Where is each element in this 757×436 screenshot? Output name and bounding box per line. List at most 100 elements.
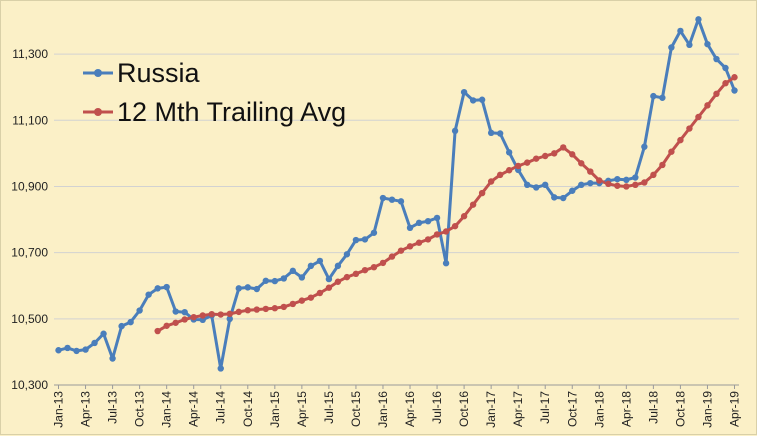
data-point <box>172 308 179 315</box>
data-point <box>713 90 720 98</box>
x-tick-label: Jul-13 <box>106 391 120 424</box>
data-point <box>614 175 621 183</box>
x-tick-label: Oct-18 <box>673 391 687 427</box>
x-tick-label: Oct-16 <box>457 391 471 427</box>
data-point <box>253 306 260 313</box>
data-point <box>451 222 459 230</box>
y-tick-label: 11,100 <box>12 113 48 127</box>
data-point <box>352 236 360 244</box>
data-point <box>704 102 711 109</box>
x-tick-label: Apr-16 <box>403 391 417 427</box>
data-point <box>109 355 116 362</box>
data-point <box>343 251 351 258</box>
data-point <box>713 55 720 63</box>
data-point <box>514 162 522 170</box>
x-tick-label: Apr-13 <box>79 391 93 427</box>
data-point <box>587 179 594 187</box>
data-point <box>307 294 315 301</box>
data-point <box>271 277 279 285</box>
data-point <box>172 319 179 326</box>
data-point <box>217 311 224 318</box>
y-tick-label: 10,500 <box>11 312 48 326</box>
legend-swatch-marker <box>94 108 102 116</box>
data-point <box>650 92 657 100</box>
data-point <box>307 262 315 270</box>
data-point <box>370 263 378 271</box>
data-point <box>569 187 576 194</box>
data-point <box>145 291 152 298</box>
y-tick-label: 11,300 <box>12 47 48 61</box>
y-tick-label: 10,300 <box>11 378 48 392</box>
x-tick-label: Oct-17 <box>565 391 579 427</box>
data-point <box>632 181 639 188</box>
data-point <box>397 247 405 254</box>
data-point <box>397 198 405 205</box>
data-point <box>208 310 215 318</box>
data-point <box>325 284 333 291</box>
data-point <box>235 285 242 292</box>
legend-label: 12 Mth Trailing Avg <box>117 97 346 127</box>
data-point <box>460 88 468 96</box>
data-point <box>505 167 513 174</box>
data-point <box>424 218 432 225</box>
data-point <box>569 151 576 158</box>
data-point <box>325 275 333 283</box>
data-point <box>451 127 459 135</box>
data-point <box>487 178 495 185</box>
data-point <box>686 125 693 132</box>
data-point <box>659 94 666 101</box>
data-point <box>280 303 288 311</box>
data-point <box>262 305 270 313</box>
data-point <box>478 96 486 103</box>
data-point <box>560 194 567 202</box>
data-point <box>370 229 378 236</box>
data-point <box>695 16 702 23</box>
data-point <box>316 289 324 297</box>
data-point <box>316 257 324 265</box>
legend-swatch-marker <box>94 69 102 77</box>
data-point <box>91 339 98 347</box>
legend: Russia 12 Mth Trailing Avg <box>83 58 346 127</box>
x-tick-label: Jan-18 <box>592 391 606 428</box>
x-tick-label: Apr-15 <box>295 391 309 427</box>
data-point <box>623 176 630 184</box>
data-point <box>298 274 306 281</box>
data-point <box>415 219 423 227</box>
x-tick-label: Apr-17 <box>511 391 525 427</box>
data-point <box>235 308 242 316</box>
data-point <box>722 80 729 87</box>
x-tick-label: Apr-14 <box>187 391 201 427</box>
x-tick-label: Jul-16 <box>430 391 444 424</box>
x-tick-label: Apr-19 <box>727 391 741 427</box>
data-point <box>623 183 630 190</box>
x-tick-label: Jan-19 <box>700 391 714 428</box>
data-point <box>533 184 540 191</box>
data-point <box>731 87 738 94</box>
data-point <box>614 182 621 189</box>
data-point <box>262 277 270 284</box>
data-point <box>352 270 360 278</box>
data-point <box>343 273 351 281</box>
data-point <box>82 346 89 353</box>
data-point <box>523 159 531 166</box>
data-point <box>542 181 549 188</box>
x-tick-label: Apr-18 <box>619 391 633 427</box>
data-point <box>704 40 711 48</box>
data-point <box>415 239 423 246</box>
data-point <box>334 262 342 270</box>
x-tick-label: Jan-14 <box>160 391 174 428</box>
data-point <box>587 168 594 175</box>
data-point <box>361 236 369 243</box>
data-point <box>406 243 414 250</box>
x-tick-label: Oct-15 <box>349 391 363 427</box>
data-point <box>469 97 477 104</box>
data-point <box>100 330 107 337</box>
data-point <box>469 201 477 208</box>
data-point <box>199 312 206 319</box>
data-point <box>388 253 396 260</box>
y-tick-label: 10,700 <box>11 246 48 260</box>
data-point <box>578 181 585 188</box>
x-tick-label: Oct-14 <box>241 391 255 427</box>
